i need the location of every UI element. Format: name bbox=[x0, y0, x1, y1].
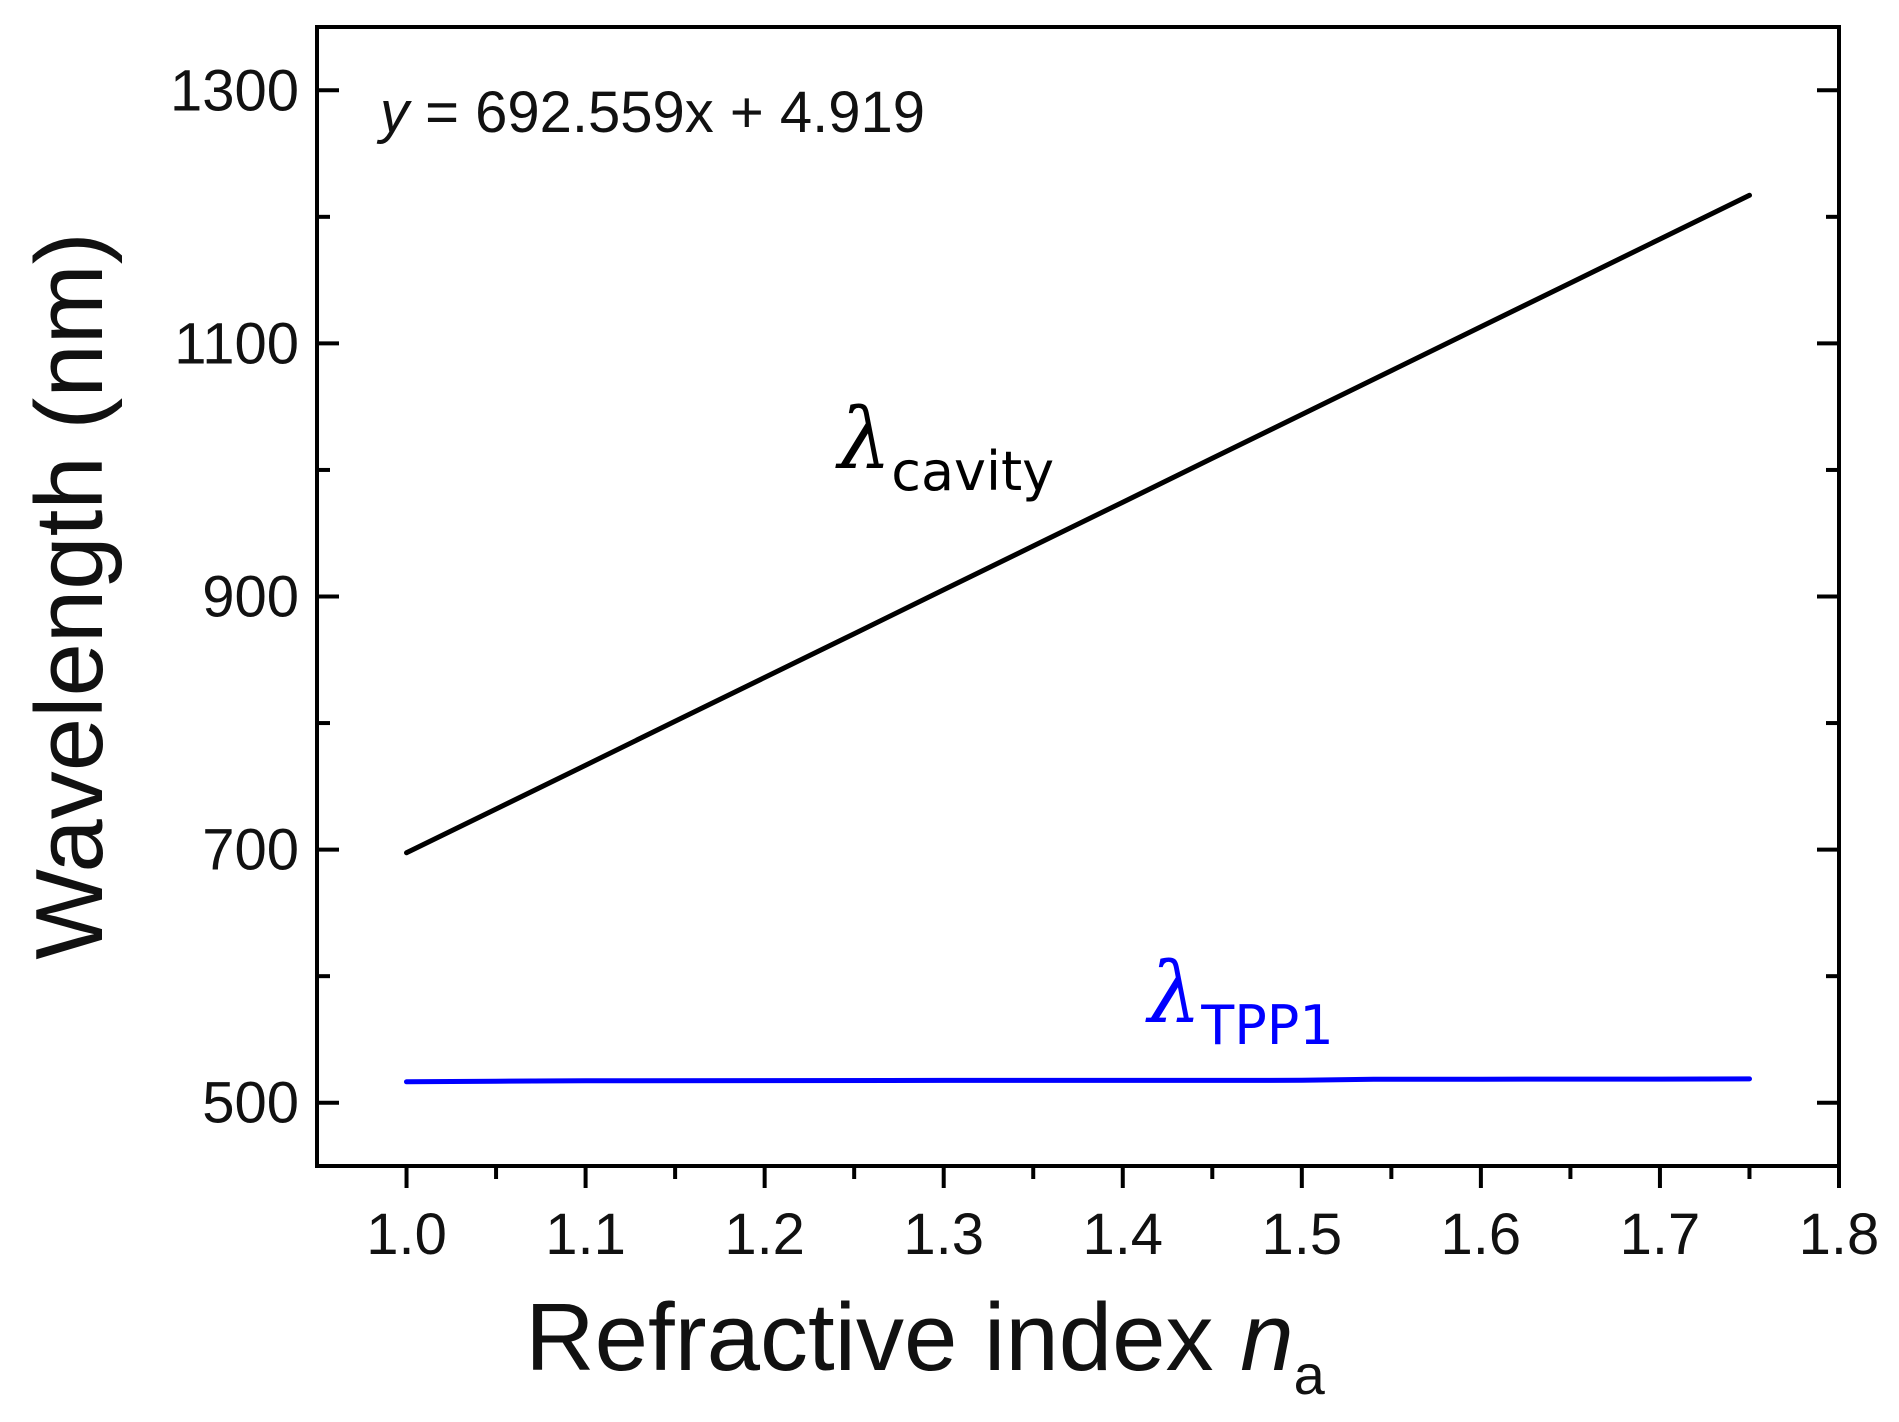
y-tick-label: 1300 bbox=[170, 58, 299, 123]
series-label-tpp1-subscript: TPP1 bbox=[1200, 994, 1333, 1057]
equation-italic-y: y bbox=[376, 80, 412, 145]
plot-frame bbox=[315, 25, 1841, 1168]
x-axis-tick-labels: 1.0 1.1 1.2 1.3 1.4 1.5 1.6 1.7 1.8 bbox=[366, 1202, 1879, 1267]
series-label-cavity: λcavity bbox=[835, 390, 1054, 503]
x-tick-label: 1.2 bbox=[724, 1202, 805, 1267]
y-tick-label: 1100 bbox=[174, 311, 299, 376]
x-tick-label: 1.8 bbox=[1799, 1202, 1880, 1267]
y-tick-label: 900 bbox=[202, 565, 299, 630]
x-tick-label: 1.6 bbox=[1441, 1202, 1522, 1267]
series-label-tpp1-symbol: λ bbox=[1145, 944, 1201, 1042]
x-axis-title-symbol: n bbox=[1240, 1284, 1293, 1391]
series-label-cavity-subscript: cavity bbox=[891, 440, 1054, 503]
series-label-cavity-symbol: λ bbox=[835, 390, 891, 488]
x-tick-label: 1.0 bbox=[366, 1202, 447, 1267]
series-lines bbox=[404, 192, 1752, 1085]
series-label-tpp1: λTPP1 bbox=[1145, 944, 1334, 1057]
y-tick-label: 700 bbox=[202, 818, 299, 883]
y-tick-label: 500 bbox=[202, 1071, 299, 1136]
equation-text: = 692.559x + 4.919 bbox=[409, 80, 925, 145]
y-axis-tick-labels: 500 700 900 1100 1300 bbox=[170, 58, 299, 1135]
series-line-tpp1 bbox=[404, 1076, 1752, 1085]
x-axis-title: Refractive index na bbox=[525, 1284, 1325, 1406]
y-axis-ticks bbox=[317, 88, 1839, 1105]
x-tick-label: 1.3 bbox=[903, 1202, 984, 1267]
x-tick-label: 1.7 bbox=[1620, 1202, 1701, 1267]
x-axis-title-text: Refractive index bbox=[525, 1284, 1240, 1391]
y-axis-title: Wavelength (nm) bbox=[16, 232, 123, 959]
x-tick-label: 1.5 bbox=[1262, 1202, 1343, 1267]
series-line-cavity bbox=[404, 192, 1752, 856]
x-tick-label: 1.4 bbox=[1082, 1202, 1163, 1267]
x-axis-ticks bbox=[404, 1166, 1841, 1188]
equation-annotation: y = 692.559x + 4.919 bbox=[376, 80, 925, 145]
x-axis-title-subscript: a bbox=[1294, 1343, 1326, 1406]
x-tick-label: 1.1 bbox=[545, 1202, 626, 1267]
